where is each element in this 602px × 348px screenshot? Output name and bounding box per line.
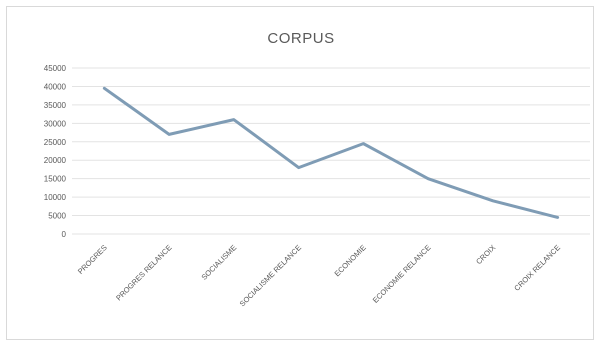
x-tick-label: SOCIALISME (199, 243, 238, 282)
y-axis-ticks: 0 5000 10000 15000 20000 25000 30000 35000 40000… (44, 64, 67, 239)
x-tick-label: ECONOMIE RELANCE (371, 243, 433, 305)
x-tick-label: CROIX RELANCE (512, 243, 562, 293)
x-tick-label: CROIX (474, 243, 497, 266)
y-tick-label: 40000 (44, 82, 67, 91)
series-line (102, 86, 560, 219)
y-tick-label: 0 (62, 230, 67, 239)
gridlines (72, 67, 590, 235)
x-tick-label: SOCIALISME RELANCE (238, 243, 303, 308)
x-tick-label: PROGRES (76, 243, 109, 276)
y-tick-label: 30000 (44, 119, 67, 128)
chart-frame (6, 6, 594, 340)
x-axis-ticks: PROGRES PROGRES RELANCE SOCIALISME SOCIALIS… (76, 243, 562, 308)
y-tick-label: 35000 (44, 101, 67, 110)
chart-title: CORPUS (267, 30, 335, 47)
y-tick-label: 20000 (44, 156, 67, 165)
x-tick-label: PROGRES RELANCE (114, 243, 173, 302)
y-tick-label: 5000 (48, 212, 66, 221)
y-tick-label: 45000 (44, 64, 67, 73)
x-tick-label: ECONOMIE (333, 243, 368, 278)
y-tick-label: 25000 (44, 138, 67, 147)
y-tick-label: 15000 (44, 175, 67, 184)
y-tick-label: 10000 (44, 193, 67, 202)
series-lines (102, 86, 560, 219)
